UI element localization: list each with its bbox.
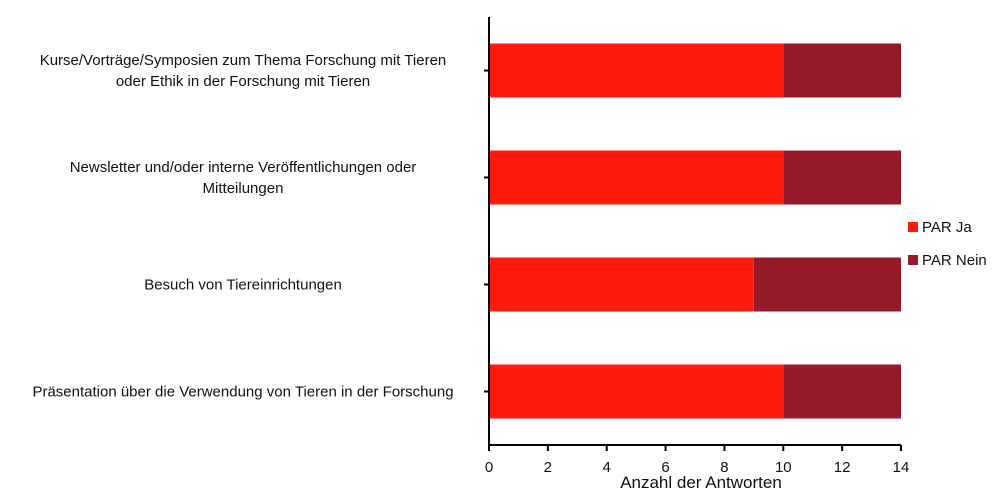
legend: PAR Ja PAR Nein — [908, 219, 987, 269]
category-label-2: Newsletter und/oder interne Veröffentlic… — [70, 159, 417, 197]
bars-layer — [489, 43, 901, 419]
legend-swatch-par-ja — [908, 222, 918, 232]
x-axis-title: Anzahl der Antworten — [620, 473, 782, 491]
x-tick-label: 2 — [544, 459, 552, 476]
bar-par-nein-4 — [783, 364, 901, 419]
bar-par-ja-3 — [489, 257, 754, 312]
x-tick-label: 4 — [603, 459, 611, 476]
bar-par-nein-1 — [783, 43, 901, 98]
legend-label-par-nein: PAR Nein — [922, 252, 987, 269]
x-tick-label: 8 — [720, 459, 728, 476]
category-label-1: Kurse/Vorträge/Symposien zum Thema Forsc… — [40, 52, 447, 90]
category-label-line: Kurse/Vorträge/Symposien zum Thema Forsc… — [40, 52, 447, 69]
bar-par-ja-4 — [489, 364, 784, 419]
axes-layer — [484, 17, 901, 446]
bar-par-ja-2 — [489, 150, 784, 205]
category-label-line: Präsentation über die Verwendung von Tie… — [32, 384, 453, 401]
x-tick-label: 6 — [661, 459, 669, 476]
bar-par-ja-1 — [489, 43, 784, 98]
category-label-line: Newsletter und/oder interne Veröffentlic… — [70, 159, 417, 176]
category-label-line: Besuch von Tiereinrichtungen — [144, 277, 342, 294]
category-label-4: Präsentation über die Verwendung von Tie… — [32, 384, 453, 401]
legend-label-par-ja: PAR Ja — [922, 219, 972, 236]
x-tick-label: 10 — [775, 459, 792, 476]
x-tick-label: 12 — [834, 459, 851, 476]
bar-par-nein-3 — [753, 257, 901, 312]
bar-par-nein-2 — [783, 150, 901, 205]
category-label-line: Mitteilungen — [203, 180, 284, 197]
legend-swatch-par-nein — [908, 255, 918, 265]
x-tick-label: 14 — [893, 459, 910, 476]
category-labels: Kurse/Vorträge/Symposien zum Thema Forsc… — [32, 52, 453, 401]
category-label-line: oder Ethik in der Forschung mit Tieren — [116, 73, 370, 90]
x-tick-labels: 0 2 4 6 8 10 12 14 — [485, 445, 910, 476]
x-tick-label: 0 — [485, 459, 493, 476]
category-label-3: Besuch von Tiereinrichtungen — [144, 277, 342, 294]
